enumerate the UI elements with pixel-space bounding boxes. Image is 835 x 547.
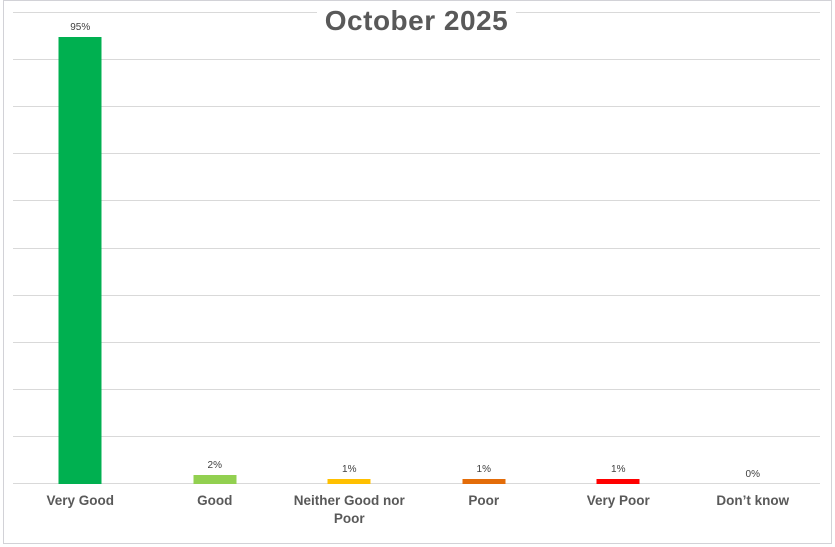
category-label-very-poor: Very Poor xyxy=(586,493,650,508)
bar-column-very-poor: 1% xyxy=(551,13,686,484)
gridline-30 xyxy=(13,341,820,343)
gridline-70 xyxy=(13,153,820,155)
data-label-poor: 1% xyxy=(476,464,491,476)
bar-column-good: 2% xyxy=(148,13,283,484)
category-label-don-t-know: Don’t know xyxy=(716,493,790,508)
bar-column-very-good: 95% xyxy=(13,13,148,484)
x-axis-line xyxy=(13,483,820,484)
data-label-neither-good-nor-poor: 1% xyxy=(342,464,357,476)
category-label-poor: Poor xyxy=(468,493,500,508)
gridline-40 xyxy=(13,294,820,296)
bar-column-neither-good-nor-poor: 1% xyxy=(282,13,417,484)
gridline-60 xyxy=(13,200,820,202)
gridline-20 xyxy=(13,388,820,390)
category-label-neither-good-nor-poor: Neither Good nor Poor xyxy=(293,493,405,527)
bar-column-poor: 1% xyxy=(417,13,552,484)
plot-area: 95% 2% 1% 1% 1% 0% xyxy=(13,12,820,484)
x-axis-category-labels: Very Good Good Neither Good nor Poor Poor Ve… xyxy=(13,492,820,528)
gridline-50 xyxy=(13,247,820,249)
bar-good xyxy=(193,474,237,484)
chart-title-text: October 2025 xyxy=(316,5,517,37)
gridline-10 xyxy=(13,435,820,437)
bar-neither-good-nor-poor xyxy=(327,479,371,484)
gridline-80 xyxy=(13,106,820,108)
data-label-very-good: 95% xyxy=(70,21,91,33)
bar-very-poor xyxy=(596,479,640,484)
data-label-very-poor: 1% xyxy=(611,464,626,476)
bar-column-don-t-know: 0% xyxy=(686,13,821,484)
chart-title: October 2025 xyxy=(13,5,820,37)
data-label-good: 2% xyxy=(207,459,222,471)
data-label-don-t-know: 0% xyxy=(745,469,760,480)
bar-poor xyxy=(462,479,506,484)
gridline-90 xyxy=(13,59,820,61)
bar-very-good xyxy=(58,36,102,484)
category-label-good: Good xyxy=(197,493,233,508)
category-label-very-good: Very Good xyxy=(46,493,115,508)
bar-series: 95% 2% 1% 1% 1% 0% xyxy=(13,13,820,484)
